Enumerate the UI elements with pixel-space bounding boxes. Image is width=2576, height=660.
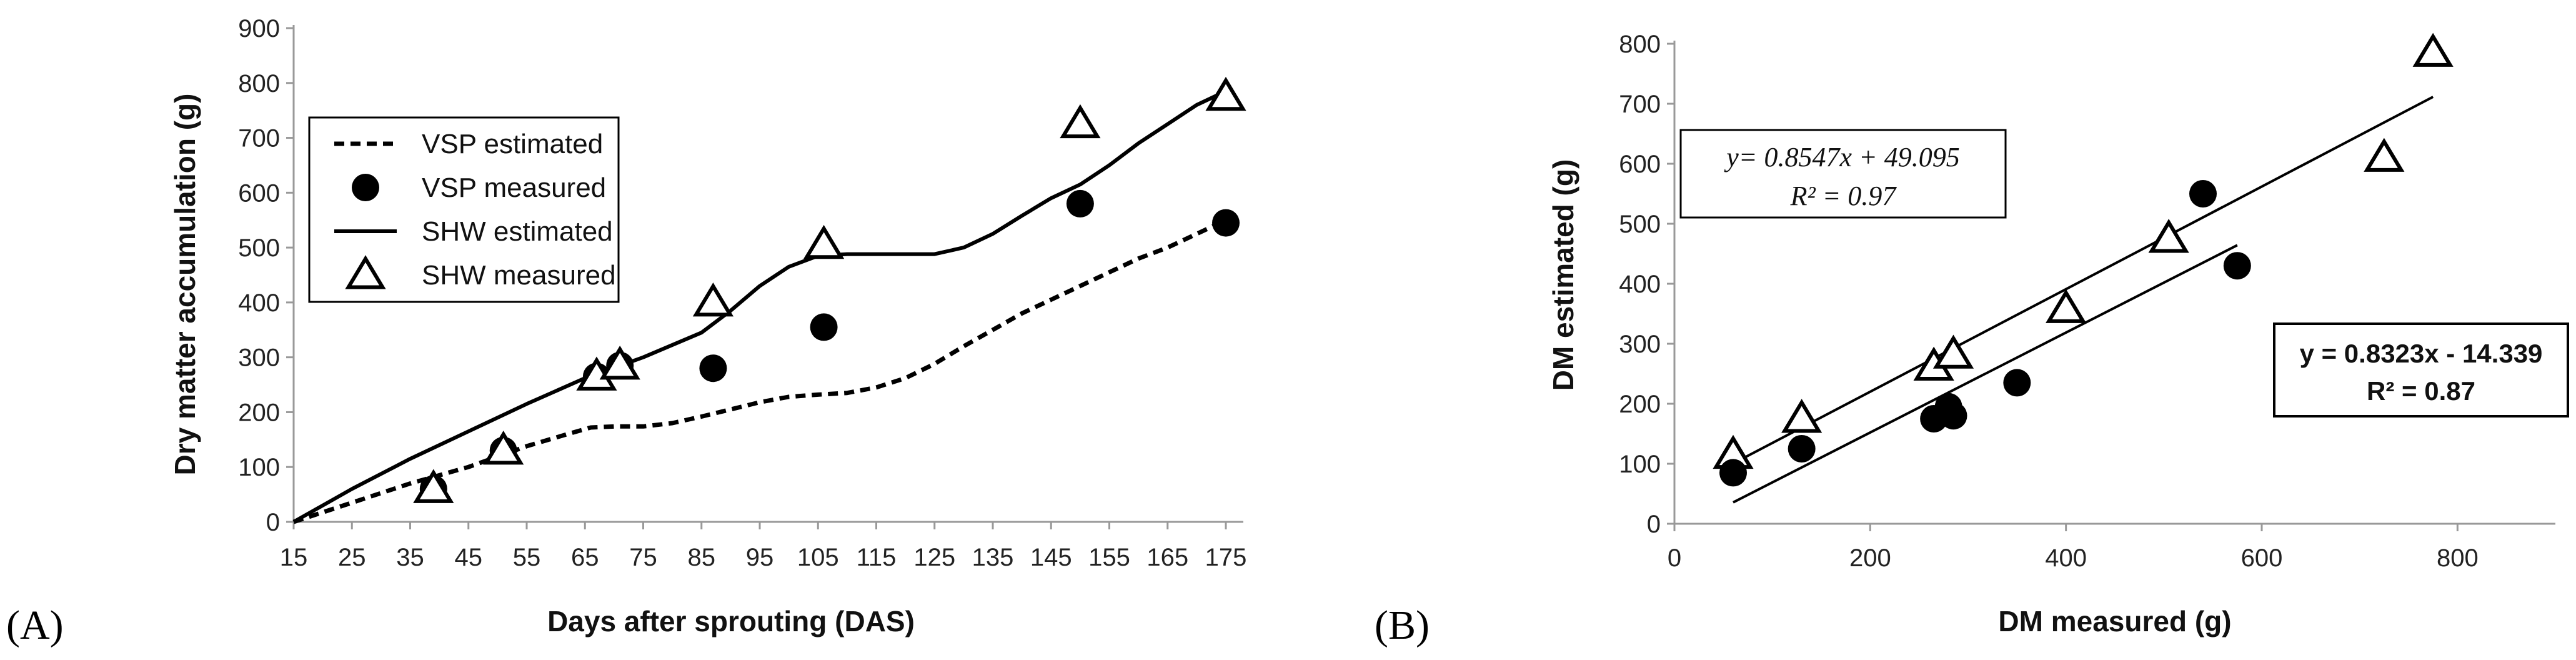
panel-b-axes: 0 100 200 300 400 500 600 700 800 0 200 400 600 800 [1619,31,2555,572]
panel-a-x-tick-label: 65 [571,544,599,571]
panel-a-x-tick-label: 85 [688,544,716,571]
panel-b: (B) 0 100 200 300 400 500 600 700 800 0 200 400 600 8… [1375,31,2569,648]
panel-a-axes: 0 100 200 300 400 500 600 700 800 900 15 25 35 45 55 65… [238,15,1246,571]
panel-a-x-tick-label: 55 [513,544,541,571]
panel-b-x-tick-label: 400 [2045,544,2087,572]
panel-a-y-tick-label: 800 [238,70,280,98]
panel-b-point-circle [1939,402,1967,430]
panel-a-line-2 [292,89,1227,524]
panel-b-y-tick-label: 800 [1619,31,1661,58]
panel-b-point-triangle [1932,334,1974,369]
panel-b-y-tick-label: 200 [1619,391,1661,418]
panel-b-x-tick-label: 600 [2241,544,2283,572]
panel-b-label: (B) [1375,602,1430,648]
panel-a-x-tick-label: 105 [797,544,839,571]
panel-b-x-tick-label: 200 [1849,544,1891,572]
panel-b-point-circle [1719,459,1747,487]
panel-a-y-tick-label: 0 [266,509,280,536]
panel-b-x-axis-label: DM measured (g) [1998,605,2231,638]
panel-a-point-triangle [413,469,454,503]
panel-b-y-tick-label: 300 [1619,331,1661,358]
panel-a-x-tick-label: 165 [1146,544,1188,571]
legend-entry-label: VSP measured [422,172,606,203]
panel-a-x-tick-label: 75 [629,544,657,571]
panel-a-x-tick-label: 155 [1088,544,1130,571]
legend-entry-label: SHW measured [422,260,616,291]
panel-b-y-tick-label: 100 [1619,451,1661,478]
panel-a-point-circle [1212,209,1240,237]
panel-a-point-circle [699,354,727,382]
panel-b-point-triangle [2412,32,2454,67]
equation-2-text: y = 0.8323x - 14.339 [2300,339,2543,368]
panel-a-point-triangle [692,282,734,317]
panel-a-point-circle [810,313,838,341]
panel-b-y-tick-label: 600 [1619,151,1661,178]
panel-b-point-circle [1788,435,1816,462]
panel-a-y-tick-label: 600 [238,179,280,207]
panel-b-point-triangle [2046,289,2087,323]
panel-a-series [292,76,1246,524]
panel-b-point-triangle [1781,399,1823,433]
panel-a-x-tick-label: 35 [396,544,424,571]
panel-b-y-axis-label: DM estimated (g) [1547,159,1579,391]
panel-b-trendline-1 [1733,244,2238,504]
panel-b-trendline-0 [1733,96,2434,465]
panel-a-x-tick-label: 15 [280,544,308,571]
panel-a-y-tick-label: 100 [238,454,280,481]
panel-a-x-tick-label: 135 [972,544,1014,571]
panel-a-x-tick-label: 115 [857,544,897,571]
equation-box-1 [1679,129,2007,219]
panel-a-line-0 [292,218,1227,524]
panel-a-label: (A) [6,602,64,648]
equation-box-2 [2273,322,2569,418]
panel-b-x-tick-label: 0 [1668,544,1681,572]
equation-1-text: y= 0.8547x + 49.095 [1724,142,1959,172]
panel-a: (A) 0 100 200 300 400 500 600 700 800 900 15 25 35 45… [6,15,1246,648]
panel-b-point-circle [2223,252,2251,280]
panel-a-x-axis-label: Days after sprouting (DAS) [547,605,915,638]
panel-a-x-tick-label: 45 [455,544,483,571]
panel-a-point-triangle [1060,104,1101,139]
panel-a-point-triangle [483,431,524,465]
panel-a-x-tick-label: 95 [746,544,774,571]
panel-a-point-circle [1066,189,1094,218]
panel-b-y-tick-label: 400 [1619,271,1661,298]
panel-a-y-tick-label: 300 [238,344,280,372]
panel-a-x-tick-label: 125 [913,544,955,571]
panel-a-y-tick-label: 400 [238,289,280,317]
legend-entry-label: VSP estimated [422,129,603,159]
panel-b-equations: y= 0.8547x + 49.095 R² = 0.97 y = 0.8323x … [1679,129,2569,418]
panel-b-point-triangle [2148,219,2189,253]
panel-a-point-triangle [803,224,845,259]
panel-b-y-tick-label: 500 [1619,211,1661,238]
panel-a-y-tick-label: 200 [238,399,280,426]
panel-b-y-tick-label: 700 [1619,91,1661,118]
panel-b-point-circle [2189,180,2217,208]
panel-a-x-tick-label: 145 [1030,544,1072,571]
panel-a-x-tick-label: 25 [338,544,366,571]
panel-a-x-tick-label: 175 [1205,544,1247,571]
panel-a-y-tick-label: 500 [238,234,280,262]
panel-a-y-tick-label: 900 [238,15,280,42]
panel-a-point-triangle [1205,76,1246,111]
legend-swatch-triangle [345,255,386,289]
legend-swatch-circle [352,174,379,201]
panel-b-x-tick-label: 800 [2437,544,2479,572]
panel-a-point-triangle [599,346,640,380]
panel-a-y-axis-label: Dry matter accumulation (g) [169,94,201,476]
legend-entry-label: SHW estimated [422,216,613,247]
panel-b-point-circle [2003,369,2031,397]
panel-b-series [1713,32,2454,504]
panel-b-y-tick-label: 0 [1647,511,1661,538]
panel-a-legend: VSP estimated VSP measured SHW estimated SH… [308,116,620,303]
equation-1-r2: R² = 0.97 [1790,181,1897,211]
equation-2-r2: R² = 0.87 [2367,376,2475,406]
panel-a-y-tick-label: 700 [238,125,280,152]
panel-b-point-triangle [2364,138,2405,172]
